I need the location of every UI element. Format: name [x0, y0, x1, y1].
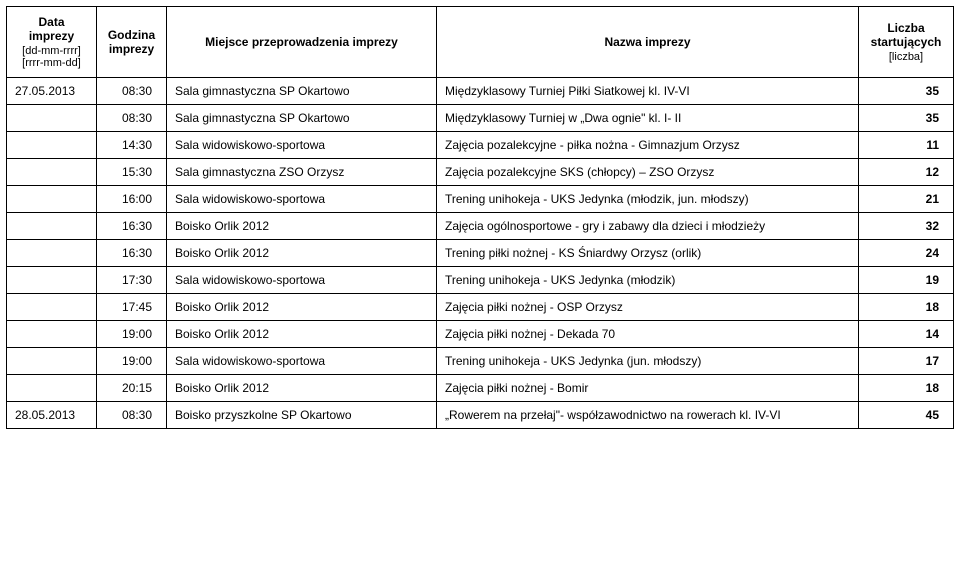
events-table: Dataimprezy [dd-mm-rrrr][rrrr-mm-dd] God…	[6, 6, 954, 429]
cell-place: Boisko Orlik 2012	[167, 294, 437, 321]
cell-place: Sala gimnastyczna ZSO Orzysz	[167, 159, 437, 186]
header-time: Godzinaimprezy	[97, 7, 167, 78]
cell-date	[7, 321, 97, 348]
cell-place: Boisko Orlik 2012	[167, 321, 437, 348]
cell-name: Zajęcia pozalekcyjne SKS (chłopcy) – ZSO…	[437, 159, 859, 186]
cell-count: 32	[859, 213, 954, 240]
cell-count: 45	[859, 402, 954, 429]
cell-date: 28.05.2013	[7, 402, 97, 429]
header-name: Nazwa imprezy	[437, 7, 859, 78]
cell-date	[7, 375, 97, 402]
cell-name: Trening piłki nożnej - KS Śniardwy Orzys…	[437, 240, 859, 267]
cell-time: 15:30	[97, 159, 167, 186]
header-place-main: Miejsce przeprowadzenia imprezy	[205, 35, 398, 49]
header-count-sub: [liczba]	[865, 51, 947, 63]
cell-name: Trening unihokeja - UKS Jedynka (młodzik…	[437, 186, 859, 213]
cell-name: „Rowerem na przełaj"- współzawodnictwo n…	[437, 402, 859, 429]
cell-date: 27.05.2013	[7, 78, 97, 105]
table-row: 16:00Sala widowiskowo-sportowaTrening un…	[7, 186, 954, 213]
cell-place: Boisko przyszkolne SP Okartowo	[167, 402, 437, 429]
cell-place: Boisko Orlik 2012	[167, 240, 437, 267]
header-date-sub: [dd-mm-rrrr][rrrr-mm-dd]	[13, 45, 90, 69]
cell-time: 16:00	[97, 186, 167, 213]
table-row: 17:30Sala widowiskowo-sportowaTrening un…	[7, 267, 954, 294]
cell-place: Sala widowiskowo-sportowa	[167, 186, 437, 213]
cell-name: Zajęcia pozalekcyjne - piłka nożna - Gim…	[437, 132, 859, 159]
header-count-main: Liczbastartujących	[871, 21, 942, 49]
cell-count: 35	[859, 105, 954, 132]
header-row: Dataimprezy [dd-mm-rrrr][rrrr-mm-dd] God…	[7, 7, 954, 78]
header-time-main: Godzinaimprezy	[108, 28, 155, 56]
cell-date	[7, 240, 97, 267]
cell-place: Boisko Orlik 2012	[167, 375, 437, 402]
cell-date	[7, 213, 97, 240]
header-count: Liczbastartujących [liczba]	[859, 7, 954, 78]
table-row: 16:30Boisko Orlik 2012Trening piłki nożn…	[7, 240, 954, 267]
cell-count: 18	[859, 375, 954, 402]
cell-name: Zajęcia piłki nożnej - Dekada 70	[437, 321, 859, 348]
cell-place: Sala widowiskowo-sportowa	[167, 348, 437, 375]
cell-date	[7, 105, 97, 132]
cell-count: 35	[859, 78, 954, 105]
cell-place: Sala gimnastyczna SP Okartowo	[167, 105, 437, 132]
cell-place: Sala widowiskowo-sportowa	[167, 267, 437, 294]
cell-name: Zajęcia ogólnosportowe - gry i zabawy dl…	[437, 213, 859, 240]
cell-time: 19:00	[97, 321, 167, 348]
header-place: Miejsce przeprowadzenia imprezy	[167, 7, 437, 78]
cell-time: 16:30	[97, 213, 167, 240]
table-row: 16:30Boisko Orlik 2012Zajęcia ogólnospor…	[7, 213, 954, 240]
table-row: 19:00Sala widowiskowo-sportowaTrening un…	[7, 348, 954, 375]
cell-name: Zajęcia piłki nożnej - Bomir	[437, 375, 859, 402]
cell-count: 12	[859, 159, 954, 186]
table-row: 08:30Sala gimnastyczna SP OkartowoMiędzy…	[7, 105, 954, 132]
cell-time: 08:30	[97, 78, 167, 105]
table-row: 28.05.201308:30Boisko przyszkolne SP Oka…	[7, 402, 954, 429]
cell-count: 21	[859, 186, 954, 213]
cell-time: 17:30	[97, 267, 167, 294]
cell-time: 20:15	[97, 375, 167, 402]
table-row: 19:00Boisko Orlik 2012Zajęcia piłki nożn…	[7, 321, 954, 348]
table-row: 14:30Sala widowiskowo-sportowaZajęcia po…	[7, 132, 954, 159]
cell-time: 08:30	[97, 402, 167, 429]
cell-date	[7, 159, 97, 186]
cell-count: 14	[859, 321, 954, 348]
cell-date	[7, 267, 97, 294]
header-date: Dataimprezy [dd-mm-rrrr][rrrr-mm-dd]	[7, 7, 97, 78]
table-body: 27.05.201308:30Sala gimnastyczna SP Okar…	[7, 78, 954, 429]
cell-name: Trening unihokeja - UKS Jedynka (młodzik…	[437, 267, 859, 294]
cell-date	[7, 186, 97, 213]
cell-place: Sala widowiskowo-sportowa	[167, 132, 437, 159]
cell-name: Zajęcia piłki nożnej - OSP Orzysz	[437, 294, 859, 321]
cell-count: 24	[859, 240, 954, 267]
cell-date	[7, 132, 97, 159]
cell-count: 11	[859, 132, 954, 159]
cell-time: 19:00	[97, 348, 167, 375]
cell-count: 18	[859, 294, 954, 321]
cell-name: Międzyklasowy Turniej Piłki Siatkowej kl…	[437, 78, 859, 105]
cell-time: 16:30	[97, 240, 167, 267]
cell-count: 17	[859, 348, 954, 375]
cell-name: Trening unihokeja - UKS Jedynka (jun. mł…	[437, 348, 859, 375]
cell-place: Sala gimnastyczna SP Okartowo	[167, 78, 437, 105]
table-row: 20:15Boisko Orlik 2012Zajęcia piłki nożn…	[7, 375, 954, 402]
cell-name: Międzyklasowy Turniej w „Dwa ognie" kl. …	[437, 105, 859, 132]
cell-date	[7, 348, 97, 375]
header-name-main: Nazwa imprezy	[604, 35, 690, 49]
cell-count: 19	[859, 267, 954, 294]
cell-time: 14:30	[97, 132, 167, 159]
header-date-main: Dataimprezy	[29, 15, 74, 43]
table-header: Dataimprezy [dd-mm-rrrr][rrrr-mm-dd] God…	[7, 7, 954, 78]
cell-place: Boisko Orlik 2012	[167, 213, 437, 240]
cell-date	[7, 294, 97, 321]
table-row: 27.05.201308:30Sala gimnastyczna SP Okar…	[7, 78, 954, 105]
cell-time: 08:30	[97, 105, 167, 132]
table-row: 15:30Sala gimnastyczna ZSO OrzyszZajęcia…	[7, 159, 954, 186]
cell-time: 17:45	[97, 294, 167, 321]
table-row: 17:45Boisko Orlik 2012Zajęcia piłki nożn…	[7, 294, 954, 321]
